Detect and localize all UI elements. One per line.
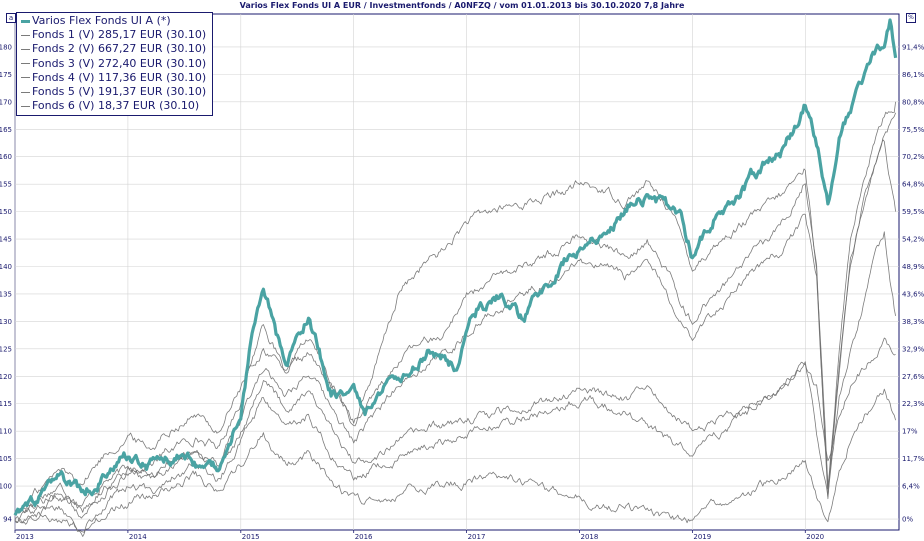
series-line-f1 bbox=[14, 112, 896, 516]
legend-label: Fonds 2 (V) 667,27 EUR (30.10) bbox=[32, 42, 207, 56]
left-tick-label: 135 bbox=[0, 290, 12, 298]
right-tick-label: 6,4% bbox=[902, 483, 920, 491]
series-line-main bbox=[13, 18, 898, 516]
legend-label: Varios Flex Fonds UI A (*) bbox=[32, 14, 171, 27]
legend-label: Fonds 5 (V) 191,37 EUR (30.10) bbox=[32, 85, 207, 99]
left-tick-label: 160 bbox=[0, 153, 12, 161]
legend-item: Fonds 5 (V) 191,37 EUR (30.10) bbox=[21, 85, 206, 99]
chart-legend: Varios Flex Fonds UI A (*) Fonds 1 (V) 28… bbox=[16, 12, 214, 117]
right-tick-label: 54,2% bbox=[902, 236, 924, 244]
legend-swatch bbox=[21, 77, 30, 79]
x-tick-label: 2013 bbox=[16, 533, 34, 541]
right-tick-label: 17% bbox=[902, 428, 918, 436]
right-tick-label: 32,9% bbox=[902, 345, 924, 353]
right-tick-label: 91,4% bbox=[902, 43, 924, 51]
left-tick-label: 130 bbox=[0, 318, 12, 326]
legend-label: Fonds 1 (V) 285,17 EUR (30.10) bbox=[32, 28, 207, 42]
legend-swatch bbox=[21, 19, 30, 23]
series-line-f3 bbox=[14, 139, 896, 516]
series-line-f2 bbox=[14, 101, 896, 516]
right-tick-label: 86,1% bbox=[902, 71, 924, 79]
left-tick-label: 94 bbox=[3, 516, 12, 524]
legend-swatch bbox=[21, 49, 30, 50]
chart-menu-corner-right[interactable]: % bbox=[906, 13, 916, 23]
legend-item: Fonds 3 (V) 272,40 EUR (30.10) bbox=[21, 57, 206, 71]
x-tick-label: 2014 bbox=[129, 533, 147, 541]
left-tick-label: 105 bbox=[0, 455, 12, 463]
left-tick-label: 170 bbox=[0, 98, 12, 106]
legend-item: Varios Flex Fonds UI A (*) bbox=[21, 14, 206, 28]
x-tick-label: 2017 bbox=[468, 533, 486, 541]
x-tick-label: 2016 bbox=[355, 533, 373, 541]
left-tick-label: 175 bbox=[0, 71, 12, 79]
legend-swatch bbox=[21, 91, 30, 93]
left-tick-label: 100 bbox=[0, 483, 12, 491]
x-tick-label: 2018 bbox=[580, 533, 598, 541]
legend-item: Fonds 1 (V) 285,17 EUR (30.10) bbox=[21, 28, 206, 42]
right-tick-label: 70,2% bbox=[902, 153, 924, 161]
x-tick-label: 2019 bbox=[693, 533, 711, 541]
x-tick-label: 2015 bbox=[242, 533, 260, 541]
legend-item: Fonds 4 (V) 117,36 EUR (30.10) bbox=[21, 71, 206, 85]
left-tick-label: 140 bbox=[0, 263, 12, 271]
right-tick-label: 64,8% bbox=[902, 181, 924, 189]
left-tick-label: 115 bbox=[0, 400, 12, 408]
x-tick-label: 2020 bbox=[806, 533, 824, 541]
legend-label: Fonds 6 (V) 18,37 EUR (30.10) bbox=[32, 99, 200, 113]
chart-menu-corner-left[interactable]: a bbox=[6, 13, 16, 23]
right-tick-label: 75,5% bbox=[902, 126, 924, 134]
legend-swatch bbox=[21, 34, 30, 36]
legend-swatch bbox=[21, 105, 30, 107]
right-tick-label: 48,9% bbox=[902, 263, 924, 271]
left-tick-label: 155 bbox=[0, 181, 12, 189]
legend-item: Fonds 6 (V) 18,37 EUR (30.10) bbox=[21, 99, 206, 113]
series-line-f6 bbox=[14, 388, 896, 537]
left-tick-label: 145 bbox=[0, 236, 12, 244]
left-tick-label: 180 bbox=[0, 43, 12, 51]
left-tick-label: 165 bbox=[0, 126, 12, 134]
chart-title: Varios Flex Fonds UI A EUR / Investmentf… bbox=[239, 1, 685, 10]
right-tick-label: 22,3% bbox=[902, 400, 924, 408]
left-tick-label: 110 bbox=[0, 428, 12, 436]
right-tick-label: 59,5% bbox=[902, 208, 924, 216]
right-tick-label: 43,6% bbox=[902, 290, 924, 298]
right-tick-label: 80,8% bbox=[902, 98, 924, 106]
legend-item: Fonds 2 (V) 667,27 EUR (30.10) bbox=[21, 42, 206, 56]
legend-label: Fonds 3 (V) 272,40 EUR (30.10) bbox=[32, 56, 207, 70]
series-line-f5 bbox=[14, 231, 896, 533]
right-tick-label: 27,6% bbox=[902, 373, 924, 381]
right-tick-label: 11,7% bbox=[902, 455, 924, 463]
left-tick-label: 120 bbox=[0, 373, 12, 381]
legend-swatch bbox=[21, 63, 30, 65]
right-tick-label: 0% bbox=[902, 516, 913, 524]
right-tick-label: 38,3% bbox=[902, 318, 924, 326]
series-line-f4 bbox=[14, 337, 896, 523]
legend-label: Fonds 4 (V) 117,36 EUR (30.10) bbox=[32, 70, 207, 84]
left-tick-label: 125 bbox=[0, 345, 12, 353]
left-tick-label: 150 bbox=[0, 208, 12, 216]
